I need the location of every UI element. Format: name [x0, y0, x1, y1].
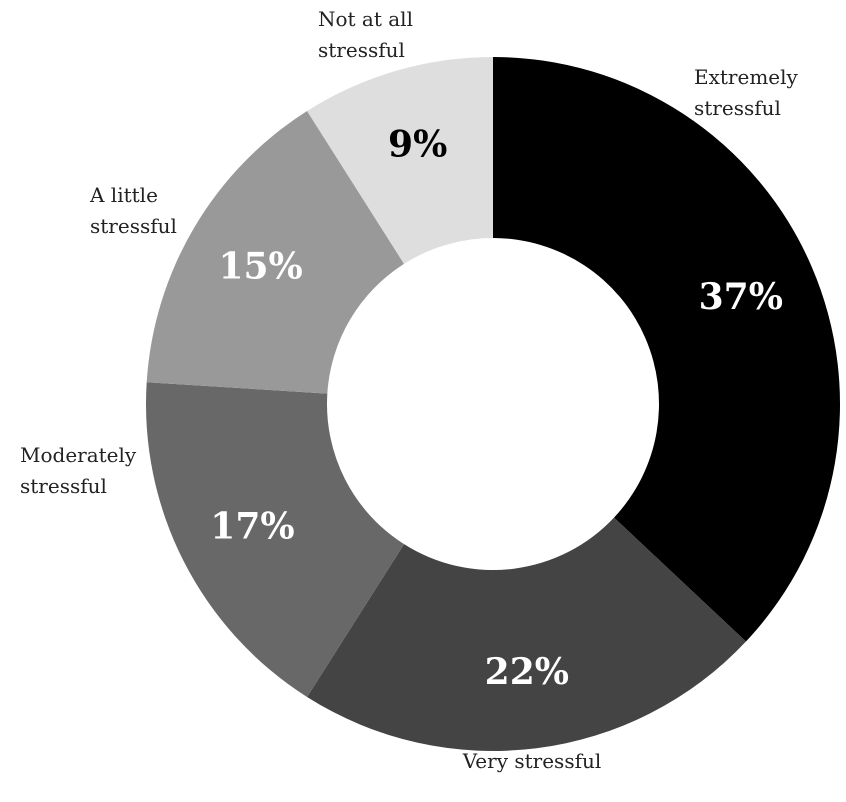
- slice-category-label-0: Extremely stressful: [694, 65, 799, 120]
- donut-slice-1: [307, 517, 746, 751]
- slice-category-label-1-line-0: Very stressful: [462, 749, 602, 773]
- slice-value-label-3: 15%: [218, 246, 302, 288]
- slice-category-label-4-line-1: stressful: [318, 38, 405, 62]
- slice-category-label-3: A little stressful: [89, 183, 177, 238]
- donut-slice-0: [493, 57, 840, 642]
- donut-value-labels: 37% 22% 17% 15% 9%: [210, 124, 783, 693]
- slice-category-label-3-line-1: stressful: [90, 214, 177, 238]
- donut-slice-4: [307, 57, 493, 264]
- slice-category-label-0-line-0: Extremely: [694, 65, 799, 89]
- slice-value-label-1: 22%: [485, 651, 569, 693]
- slice-category-label-1: Very stressful: [462, 749, 602, 773]
- slice-value-label-2: 17%: [210, 506, 294, 548]
- slice-category-label-2-line-0: Moderately: [20, 443, 137, 467]
- slice-category-label-4-line-0: Not at all: [318, 7, 413, 31]
- donut-slices: [146, 57, 840, 751]
- donut-slice-2: [146, 382, 405, 697]
- donut-category-labels: Extremely stressful Very stressful Moderate…: [20, 7, 799, 773]
- slice-category-label-2-line-1: stressful: [20, 474, 107, 498]
- slice-category-label-4: Not at all stressful: [318, 7, 413, 62]
- slice-category-label-3-line-0: A little: [89, 183, 158, 207]
- slice-value-label-0: 37%: [699, 276, 783, 318]
- slice-category-label-0-line-1: stressful: [694, 96, 781, 120]
- slice-value-label-4: 9%: [388, 124, 447, 166]
- donut-slice-3: [146, 111, 405, 394]
- slice-category-label-2: Moderately stressful: [20, 443, 137, 498]
